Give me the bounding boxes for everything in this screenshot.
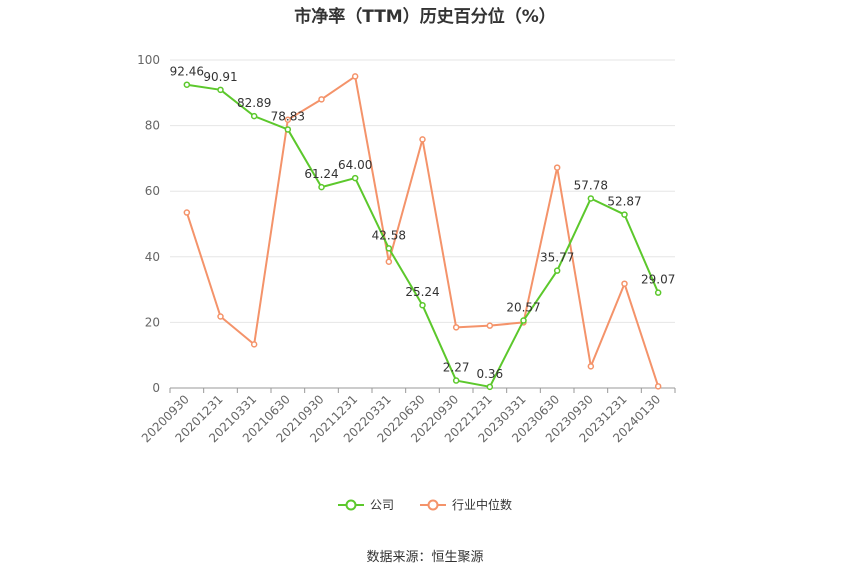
y-tick-label: 80	[145, 119, 160, 133]
series-point-0[interactable]	[654, 289, 662, 296]
chart-title: 市净率（TTM）历史百分位（%）	[294, 7, 556, 27]
series-line-1	[185, 75, 660, 387]
series-point-1[interactable]	[284, 116, 292, 123]
series-point-0[interactable]	[486, 383, 494, 391]
series-point-1[interactable]	[419, 136, 426, 143]
data-label: 42.58	[372, 228, 406, 242]
y-tick-label: 60	[145, 184, 160, 198]
y-tick-label: 40	[145, 250, 160, 264]
data-label: 52.87	[607, 195, 641, 209]
legend-item-industry[interactable]: 行业中位数	[420, 496, 512, 513]
series-point-0[interactable]	[520, 317, 527, 324]
series-point-1[interactable]	[385, 258, 393, 265]
series-point-1[interactable]	[217, 313, 224, 320]
data-label: 61.24	[304, 167, 338, 181]
series-point-1[interactable]	[553, 164, 561, 171]
data-label: 29.07	[641, 273, 675, 287]
x-axis: 2020093020201231202103312021063020210930…	[139, 387, 676, 445]
series-point-1[interactable]	[183, 209, 191, 216]
data-label: 64.00	[338, 158, 372, 172]
data-label: 90.91	[203, 70, 237, 84]
data-label: 0.36	[476, 367, 503, 381]
line-chart: 0 20 40 60 80 100 202009302020123120210331202…	[137, 53, 676, 445]
series-point-1[interactable]	[250, 341, 258, 348]
series-layer	[183, 73, 662, 391]
series-point-0[interactable]	[553, 267, 561, 274]
series-point-0[interactable]	[318, 183, 325, 191]
series-point-1[interactable]	[452, 324, 460, 331]
series-point-0[interactable]	[284, 126, 292, 133]
series-point-1[interactable]	[351, 73, 359, 80]
series-point-0[interactable]	[621, 211, 628, 218]
series-point-0[interactable]	[587, 195, 595, 202]
series-point-1[interactable]	[318, 96, 325, 103]
y-tick-labels: 0 20 40 60 80 100	[137, 53, 160, 395]
legend: 公司 行业中位数	[0, 496, 850, 513]
data-label: 2.27	[443, 361, 470, 375]
y-tick-label: 100	[137, 53, 160, 67]
legend-item-company[interactable]: 公司	[337, 496, 394, 513]
y-tick-label: 20	[145, 315, 160, 329]
series-point-0[interactable]	[217, 86, 224, 94]
legend-company-marker	[337, 499, 364, 510]
source-note: 数据来源：恒生聚源	[366, 550, 484, 565]
legend-industry-label: 行业中位数	[452, 498, 513, 512]
series-point-0[interactable]	[452, 377, 460, 384]
data-label: 20.57	[506, 301, 540, 315]
series-point-0[interactable]	[351, 174, 359, 182]
series-point-0[interactable]	[385, 245, 393, 252]
y-tick-label: 0	[152, 381, 160, 395]
series-point-1[interactable]	[486, 322, 494, 329]
data-label: 82.89	[237, 96, 271, 110]
series-point-1[interactable]	[654, 383, 662, 390]
series-point-1[interactable]	[621, 280, 628, 287]
data-label: 78.83	[271, 109, 305, 123]
data-label: 92.46	[170, 65, 204, 79]
legend-industry-marker	[420, 499, 446, 510]
series-point-0[interactable]	[419, 301, 426, 309]
series-point-1[interactable]	[587, 363, 595, 370]
data-label: 25.24	[405, 285, 439, 299]
data-label: 35.77	[540, 251, 574, 265]
legend-company-label: 公司	[369, 498, 394, 512]
data-label: 57.78	[574, 178, 608, 192]
series-point-0[interactable]	[183, 81, 191, 88]
series-point-0[interactable]	[250, 112, 258, 120]
